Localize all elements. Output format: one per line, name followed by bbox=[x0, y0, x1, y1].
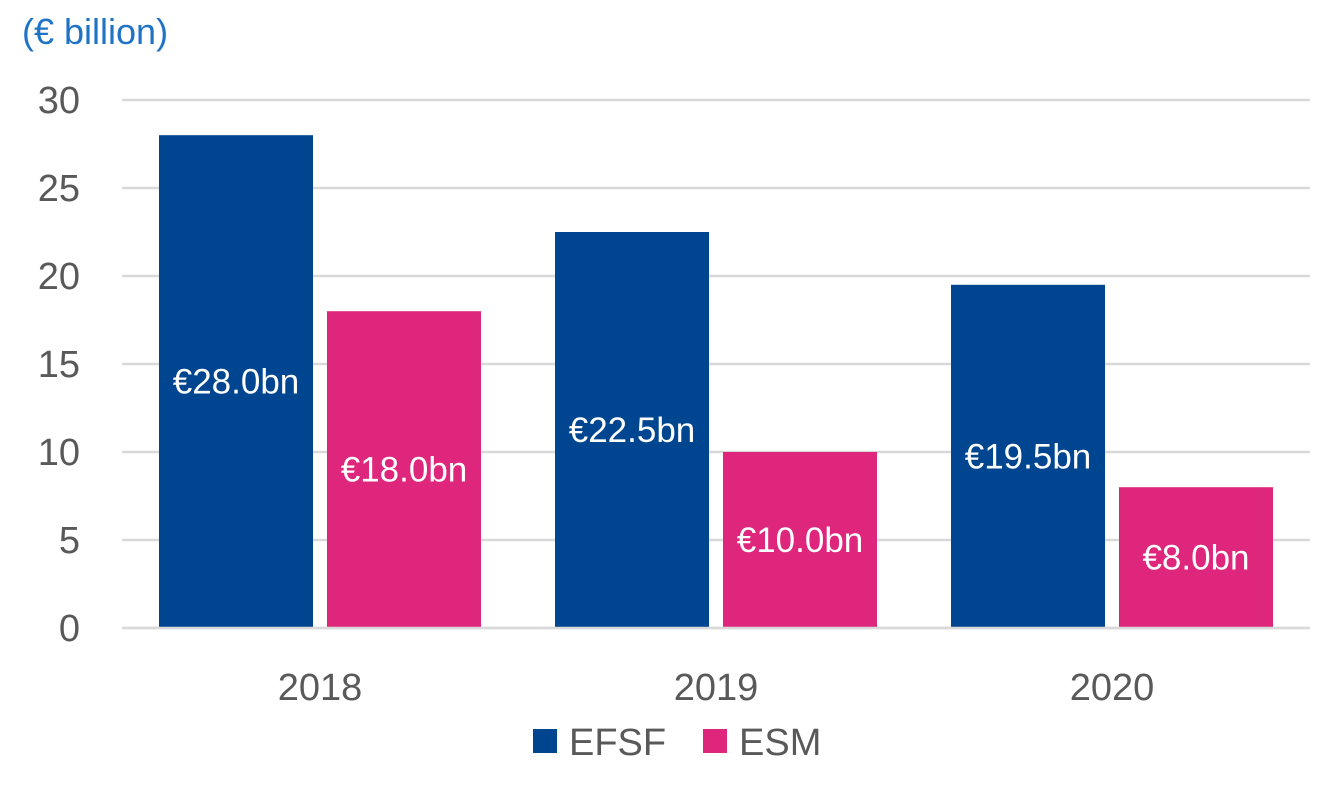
x-tick-label: 2020 bbox=[1070, 667, 1155, 709]
legend-swatch-efsf bbox=[533, 729, 557, 753]
y-tick-label: 5 bbox=[59, 520, 80, 562]
legend-label-esm: ESM bbox=[739, 722, 821, 764]
data-label: €22.5bn bbox=[569, 411, 696, 450]
data-label: €8.0bn bbox=[1142, 539, 1249, 578]
bar-esm bbox=[1119, 487, 1273, 628]
bar-efsf bbox=[951, 284, 1105, 628]
bar-efsf bbox=[555, 232, 709, 628]
bar-efsf bbox=[159, 135, 313, 628]
legend-label-efsf: EFSF bbox=[569, 722, 666, 764]
y-axis-label: (€ billion) bbox=[22, 11, 168, 52]
data-label: €18.0bn bbox=[341, 451, 468, 490]
legend-swatch-esm bbox=[703, 729, 727, 753]
bar-esm bbox=[723, 452, 877, 628]
y-tick-label: 0 bbox=[59, 608, 80, 650]
data-label: €10.0bn bbox=[737, 521, 864, 560]
y-tick-label: 25 bbox=[38, 168, 80, 210]
y-tick-label: 20 bbox=[38, 256, 80, 298]
data-label: €28.0bn bbox=[173, 363, 300, 402]
y-tick-label: 30 bbox=[38, 80, 80, 122]
data-label: €19.5bn bbox=[965, 437, 1092, 476]
y-tick-label: 10 bbox=[38, 432, 80, 474]
bar-esm bbox=[327, 311, 481, 628]
x-tick-label: 2018 bbox=[278, 667, 363, 709]
y-tick-label: 15 bbox=[38, 344, 80, 386]
x-tick-label: 2019 bbox=[674, 667, 759, 709]
